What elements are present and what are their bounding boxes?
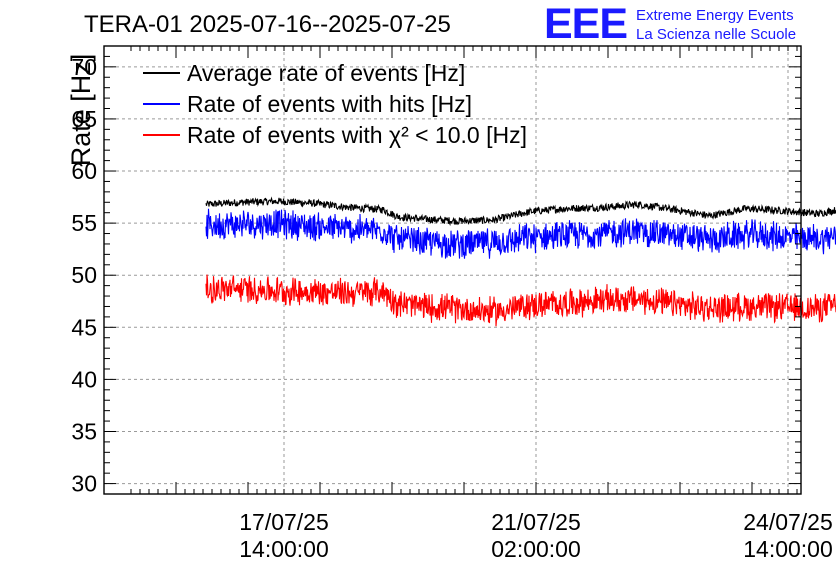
x-tick-label-time: 14:00:00 [743, 536, 833, 562]
x-tick-label-time: 14:00:00 [239, 536, 329, 562]
legend-label: Rate of events with hits [Hz] [187, 91, 472, 117]
legend-label: Rate of events with χ² < 10.0 [Hz] [187, 122, 527, 148]
y-tick-label: 65 [71, 106, 97, 132]
x-tick-label-date: 17/07/25 [239, 509, 329, 535]
logo-line-1: Extreme Energy Events [636, 7, 794, 24]
legend: Average rate of events [Hz] Rate of event… [143, 60, 527, 148]
x-tick-label-date: 21/07/25 [491, 509, 581, 535]
series-line [205, 196, 836, 227]
logo-line-2: La Scienza nelle Scuole [636, 26, 796, 43]
y-tick-label: 50 [71, 262, 97, 288]
legend-label: Average rate of events [Hz] [187, 60, 465, 86]
grid [104, 46, 801, 494]
y-tick-label: 30 [71, 471, 97, 497]
y-tick-label: 60 [71, 158, 97, 184]
chart-title: TERA-01 2025-07-16--2025-07-25 [84, 11, 451, 38]
plot-frame: 30354045505560657017/07/2514:00:0021/07/… [71, 45, 833, 562]
x-tick-label-date: 24/07/25 [743, 509, 833, 535]
plot-border [103, 45, 802, 495]
eee-logo-mark: EEE [544, 0, 627, 48]
series-line [205, 274, 836, 327]
y-tick-label: 40 [71, 366, 97, 392]
y-tick-label: 55 [71, 210, 97, 236]
series-layer [205, 196, 836, 327]
x-tick-label-time: 02:00:00 [491, 536, 581, 562]
eee-logo: EEE Extreme Energy Events La Scienza nel… [544, 0, 796, 48]
y-tick-label: 70 [71, 54, 97, 80]
y-tick-label: 45 [71, 314, 97, 340]
y-axis-label: Rate [Hz] [66, 54, 96, 167]
y-tick-label: 35 [71, 418, 97, 444]
series-line [205, 208, 836, 259]
